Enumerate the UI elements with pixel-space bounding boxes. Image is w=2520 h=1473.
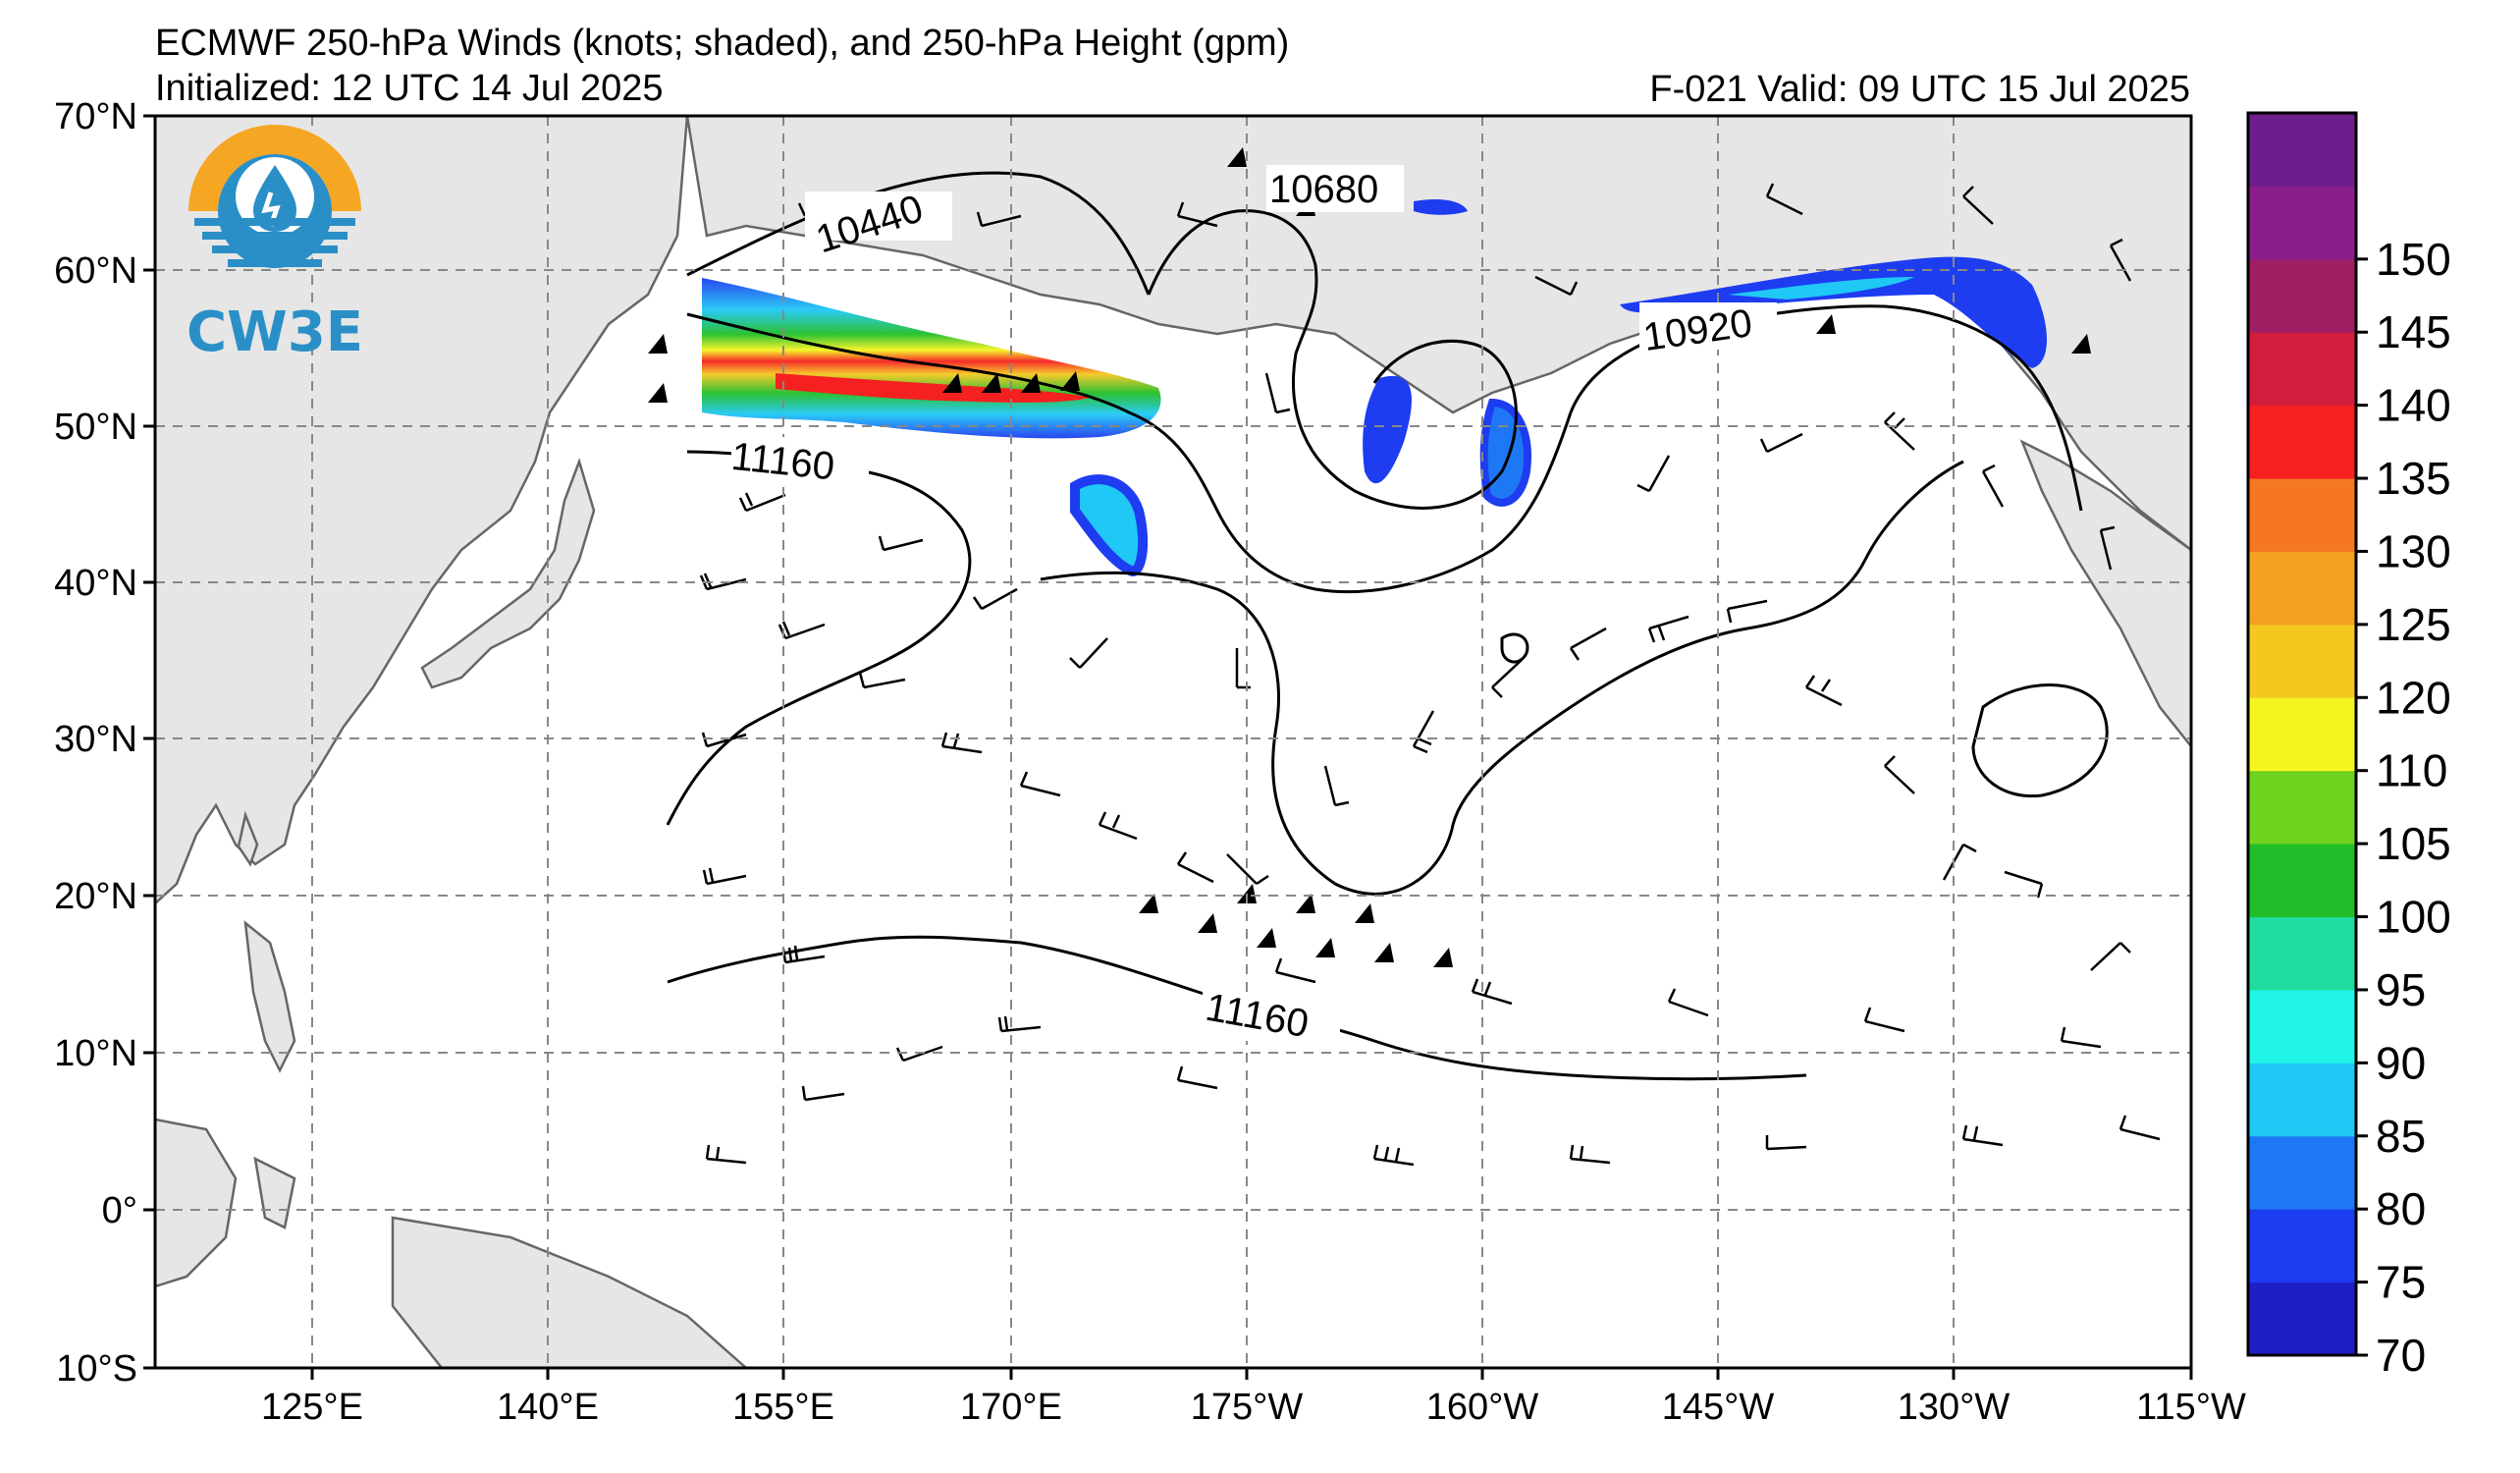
- colorbar-swatch: [2248, 1063, 2356, 1137]
- lat-label: 0°: [102, 1190, 137, 1231]
- lon-label: 160°W: [1426, 1387, 1539, 1428]
- lat-label: 40°N: [54, 563, 137, 604]
- jet-gulf-of-alaska: [1620, 256, 2047, 368]
- contour-small-ring: [1500, 632, 1529, 664]
- lon-label: 130°W: [1898, 1387, 2011, 1428]
- valid-time: F-021 Valid: 09 UTC 15 Jul 2025: [1649, 69, 2190, 110]
- jet-kuroshio-core: [776, 373, 1090, 403]
- cw3e-logo: CW3E: [187, 125, 363, 364]
- colorbar-swatch: [2248, 1209, 2356, 1283]
- colorbar-label: 95: [2376, 964, 2426, 1015]
- lon-label: 140°E: [497, 1387, 599, 1428]
- jet-cutoff-low: [1070, 474, 1149, 576]
- lat-label: 10°S: [56, 1348, 137, 1390]
- logo-sun-ring: [188, 125, 361, 211]
- colorbar-label: 85: [2376, 1111, 2426, 1162]
- lon-label: 145°W: [1662, 1387, 1775, 1428]
- colorbar-swatch: [2248, 113, 2356, 187]
- axis-ticks: [143, 114, 2193, 1380]
- colorbar-swatch: [2248, 551, 2356, 626]
- jet-gulf-of-alaska-core: [1728, 277, 1914, 300]
- lat-label: 70°N: [54, 96, 137, 137]
- map-title: ECMWF 250-hPa Winds (knots; shaded), and…: [155, 23, 1290, 64]
- contour-label-10680: 10680: [1269, 168, 1378, 211]
- water-drop-icon: [253, 165, 296, 232]
- colorbar-swatch: [2248, 844, 2356, 918]
- lon-labels: 125°E 140°E 155°E 170°E 175°W 160°W 145°…: [261, 1387, 2246, 1428]
- colorbar-label: 100: [2376, 892, 2451, 943]
- lon-label: 155°E: [732, 1387, 834, 1428]
- colorbar-label: 135: [2376, 453, 2451, 504]
- lon-label: 170°E: [960, 1387, 1062, 1428]
- jet-bering-spot: [1414, 199, 1468, 215]
- colorbar-label: 120: [2376, 672, 2451, 723]
- lon-label: 175°W: [1191, 1387, 1304, 1428]
- contour-10680: [1147, 209, 1518, 510]
- colorbar-swatch: [2248, 1282, 2356, 1356]
- lon-label: 125°E: [261, 1387, 363, 1428]
- logo-text: CW3E: [187, 300, 363, 364]
- land-new-guinea: [391, 1216, 748, 1368]
- lon-label: 115°W: [2136, 1387, 2246, 1428]
- colorbar-label: 90: [2376, 1037, 2426, 1088]
- land-north-america: [2019, 439, 2191, 749]
- colorbar-swatch: [2248, 1135, 2356, 1210]
- lat-label: 60°N: [54, 250, 137, 292]
- contour-10440: [686, 171, 1151, 296]
- wind-barbs: [699, 183, 2161, 1167]
- colorbar-swatch: [2248, 405, 2356, 479]
- colorbar: 70 75 80 85 90 95 100 105 110 120 125 130 135 140 145 1…: [2246, 111, 2451, 1381]
- land: [155, 116, 2191, 1368]
- colorbar-label: 105: [2376, 818, 2451, 869]
- colorbar-label: 80: [2376, 1183, 2426, 1234]
- wind-shading: [702, 199, 2047, 576]
- lat-labels: 70°N 60°N 50°N 40°N 30°N 20°N 10°N 0° 10…: [54, 96, 137, 1390]
- initialized-time: Initialized: 12 UTC 14 Jul 2025: [155, 68, 664, 109]
- colorbar-label: 130: [2376, 525, 2451, 576]
- lat-label: 50°N: [54, 407, 137, 448]
- land-japan: [420, 458, 596, 689]
- colorbar-label: 145: [2376, 306, 2451, 357]
- land-taiwan: [237, 810, 259, 867]
- lat-label: 10°N: [54, 1033, 137, 1074]
- lat-label: 30°N: [54, 719, 137, 760]
- colorbar-swatch: [2248, 258, 2356, 333]
- contour-11160-mid: [1040, 460, 1964, 896]
- land-philippines: [243, 920, 296, 1073]
- land-indonesia: [155, 1118, 238, 1288]
- colorbar-swatch: [2248, 186, 2356, 260]
- lat-label: 20°N: [54, 876, 137, 917]
- colorbar-swatch: [2248, 332, 2356, 407]
- colorbar-swatch: [2248, 697, 2356, 772]
- colorbar-swatch: [2248, 916, 2356, 991]
- colorbar-label: 110: [2376, 745, 2447, 796]
- map-frame: [153, 114, 2193, 1370]
- colorbar-swatch: [2248, 478, 2356, 552]
- colorbar-swatch: [2248, 770, 2356, 845]
- colorbar-swatch: [2248, 989, 2356, 1064]
- jet-aleutian-east: [1479, 398, 1531, 507]
- contour-subtropical-high: [1971, 683, 2109, 798]
- land-asia: [155, 116, 689, 905]
- contour-label-11160-north: 11160: [729, 435, 836, 489]
- colorbar-label: 75: [2376, 1257, 2426, 1308]
- colorbar-label: 150: [2376, 234, 2451, 285]
- graticule: [155, 116, 2191, 1368]
- colorbar-swatch: [2248, 624, 2356, 698]
- colorbar-label: 70: [2376, 1330, 2426, 1381]
- jet-aleutian-west: [1363, 375, 1412, 484]
- colorbar-label: 140: [2376, 380, 2451, 431]
- colorbar-label: 125: [2376, 599, 2451, 650]
- land-alaska: [685, 116, 2191, 552]
